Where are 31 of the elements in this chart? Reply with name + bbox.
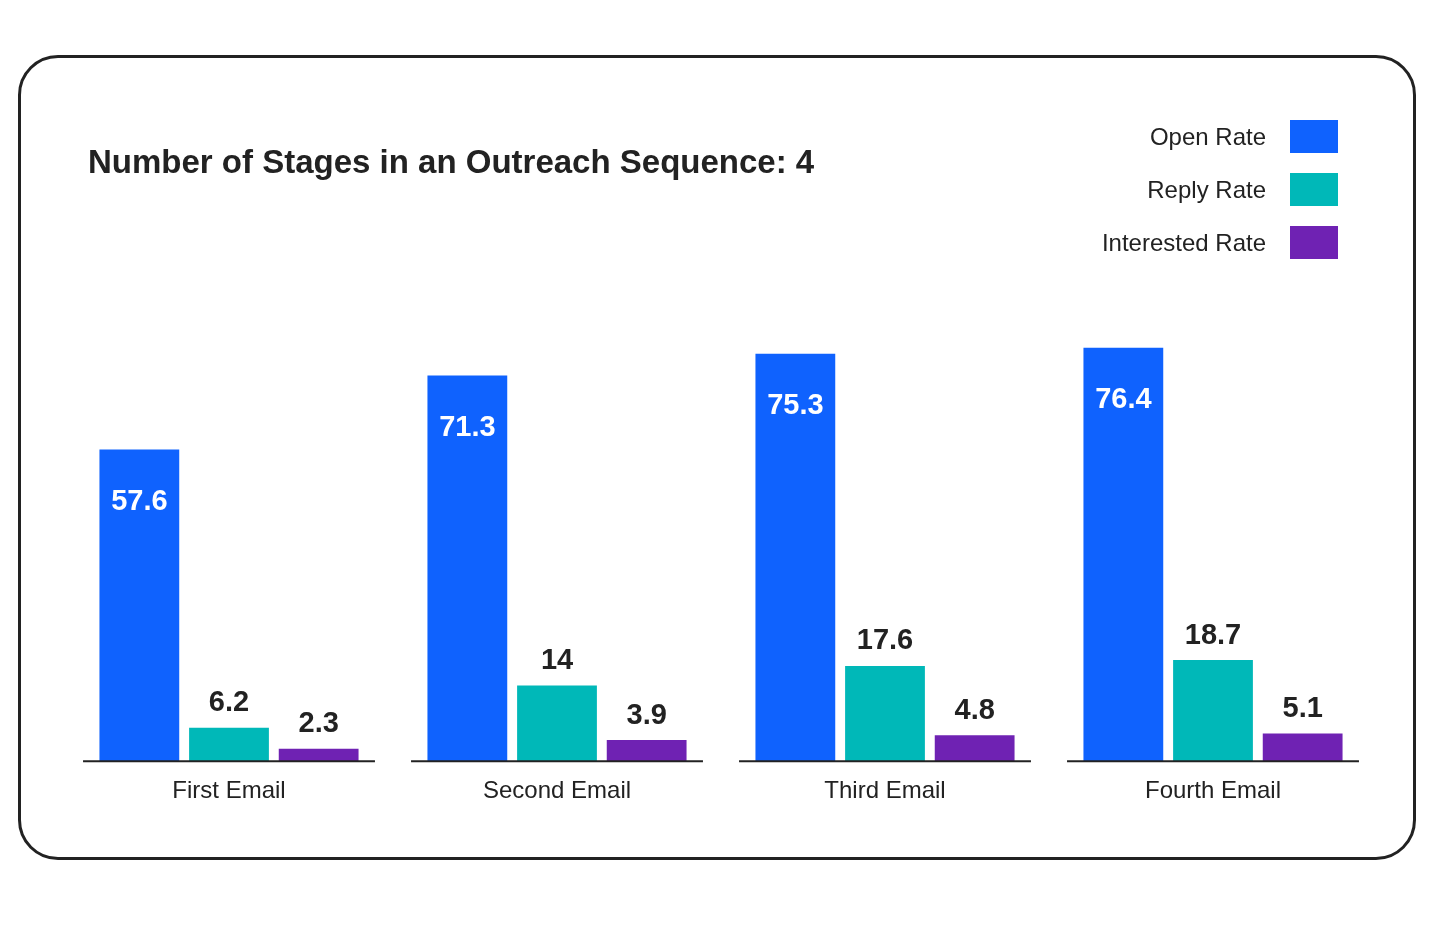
bar — [934, 735, 1015, 762]
x-tick-label: Second Email — [482, 776, 632, 804]
legend-label: Reply Rate — [1147, 175, 1266, 204]
bar — [189, 727, 269, 762]
bar — [755, 353, 836, 762]
bar — [427, 375, 508, 762]
legend-label: Open Rate — [1149, 122, 1266, 151]
bar — [1262, 733, 1343, 762]
bar — [517, 685, 597, 762]
chart-title: Number of Stages in an Outreach Sequence: 4 — [88, 143, 815, 181]
data-label: 17.6 — [856, 623, 914, 656]
data-label: 6.2 — [208, 685, 250, 718]
bar — [1173, 660, 1253, 762]
data-label: 75.3 — [767, 388, 824, 421]
x-tick-label: Fourth Email — [1144, 776, 1282, 804]
data-label: 57.6 — [111, 484, 168, 517]
bar — [606, 740, 687, 762]
x-tick-label: First Email — [172, 776, 286, 804]
data-label: 14 — [540, 642, 574, 675]
data-label: 5.1 — [1282, 691, 1323, 724]
data-label: 3.9 — [626, 697, 667, 730]
data-label: 76.4 — [1095, 382, 1152, 415]
x-tick-label: Third Email — [824, 776, 946, 804]
data-label: 4.8 — [954, 692, 995, 725]
legend-label: Interested Rate — [1101, 228, 1266, 257]
bar — [99, 449, 180, 762]
data-label: 2.3 — [298, 706, 339, 739]
data-label: 71.3 — [439, 409, 496, 442]
data-label: 18.7 — [1184, 617, 1242, 650]
bar — [1083, 347, 1164, 762]
bar — [845, 665, 925, 762]
